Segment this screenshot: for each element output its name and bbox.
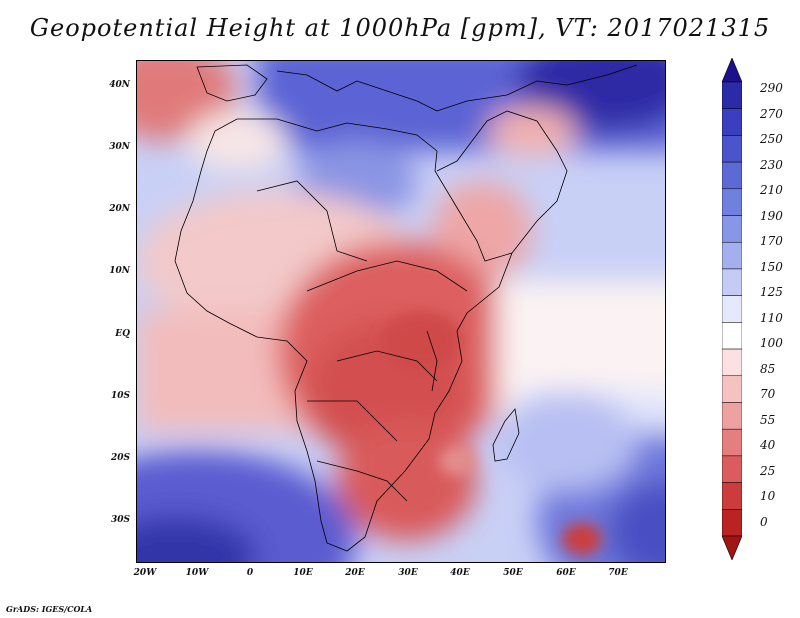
colorbar-label-85: 85 bbox=[760, 362, 776, 376]
colorbar-segment bbox=[722, 509, 742, 537]
geopotential-map bbox=[137, 61, 665, 562]
colorbar-label-270: 270 bbox=[760, 107, 783, 121]
colorbar-segment bbox=[722, 161, 742, 190]
height-field bbox=[137, 61, 665, 562]
grads-credit: GrADS: IGES/COLA bbox=[6, 604, 93, 614]
colorbar-segment bbox=[722, 295, 742, 323]
colorbar bbox=[722, 58, 742, 560]
colorbar-label-230: 230 bbox=[760, 158, 783, 172]
colorbar-segment bbox=[722, 322, 742, 350]
lon-label-10e: 10E bbox=[293, 568, 313, 578]
lon-label-70e: 70E bbox=[608, 568, 628, 578]
lat-label-10n: 10N bbox=[109, 266, 130, 276]
colorbar-segment bbox=[722, 135, 742, 163]
lat-label-40n: 40N bbox=[109, 80, 130, 90]
colorbar-label-150: 150 bbox=[760, 260, 783, 274]
lon-label-60e: 60E bbox=[556, 568, 576, 578]
colorbar-segment bbox=[722, 188, 742, 216]
coastline bbox=[174, 64, 638, 552]
lat-label-10s: 10S bbox=[110, 391, 130, 401]
colorbar-segment bbox=[722, 402, 742, 430]
lon-label-20w: 20W bbox=[133, 568, 157, 578]
lat-label-20s: 20S bbox=[110, 453, 130, 463]
lat-label-20n: 20N bbox=[109, 204, 130, 214]
colorbar-label-190: 190 bbox=[760, 209, 783, 223]
colorbar-label-210: 210 bbox=[760, 183, 783, 197]
colorbar-segment bbox=[722, 348, 742, 377]
colorbar-segment bbox=[722, 428, 742, 457]
lon-label-50e: 50E bbox=[503, 568, 523, 578]
lon-label-30e: 30E bbox=[398, 568, 418, 578]
lat-label-eq: EQ bbox=[115, 329, 130, 339]
colorbar-label-170: 170 bbox=[760, 234, 783, 248]
lat-label-30n: 30N bbox=[109, 142, 130, 152]
colorbar-segment bbox=[722, 375, 742, 403]
lon-label-10w: 10W bbox=[185, 568, 209, 578]
colorbar-bottom-arrow bbox=[722, 535, 742, 560]
colorbar-label-110: 110 bbox=[760, 311, 783, 325]
colorbar-label-290: 290 bbox=[760, 81, 783, 95]
colorbar-segment bbox=[722, 241, 742, 270]
colorbar-segment bbox=[722, 455, 742, 483]
colorbar-segment bbox=[722, 215, 742, 243]
colorbar-label-55: 55 bbox=[760, 413, 776, 427]
colorbar-label-10: 10 bbox=[760, 489, 776, 503]
colorbar-top-arrow bbox=[722, 58, 742, 83]
map-plot-area bbox=[136, 60, 666, 563]
colorbar-segment bbox=[722, 81, 742, 109]
colorbar-label-100: 100 bbox=[760, 336, 783, 350]
colorbar-segment bbox=[722, 482, 742, 510]
lon-label-20e: 20E bbox=[345, 568, 365, 578]
chart-title: Geopotential Height at 1000hPa [gpm], VT… bbox=[29, 14, 771, 42]
colorbar-label-40: 40 bbox=[760, 438, 776, 452]
colorbar-label-25: 25 bbox=[760, 464, 776, 478]
colorbar-segments bbox=[722, 81, 742, 537]
lat-label-30s: 30S bbox=[110, 515, 130, 525]
colorbar-label-125: 125 bbox=[760, 285, 783, 299]
colorbar-label-70: 70 bbox=[760, 387, 776, 401]
height-field-detail bbox=[382, 311, 602, 555]
colorbar-segment bbox=[722, 108, 742, 136]
lon-label-0: 0 bbox=[246, 568, 254, 578]
colorbar-label-0: 0 bbox=[760, 515, 768, 529]
colorbar-segment bbox=[722, 268, 742, 296]
lon-label-40e: 40E bbox=[450, 568, 470, 578]
colorbar-label-250: 250 bbox=[760, 132, 783, 146]
